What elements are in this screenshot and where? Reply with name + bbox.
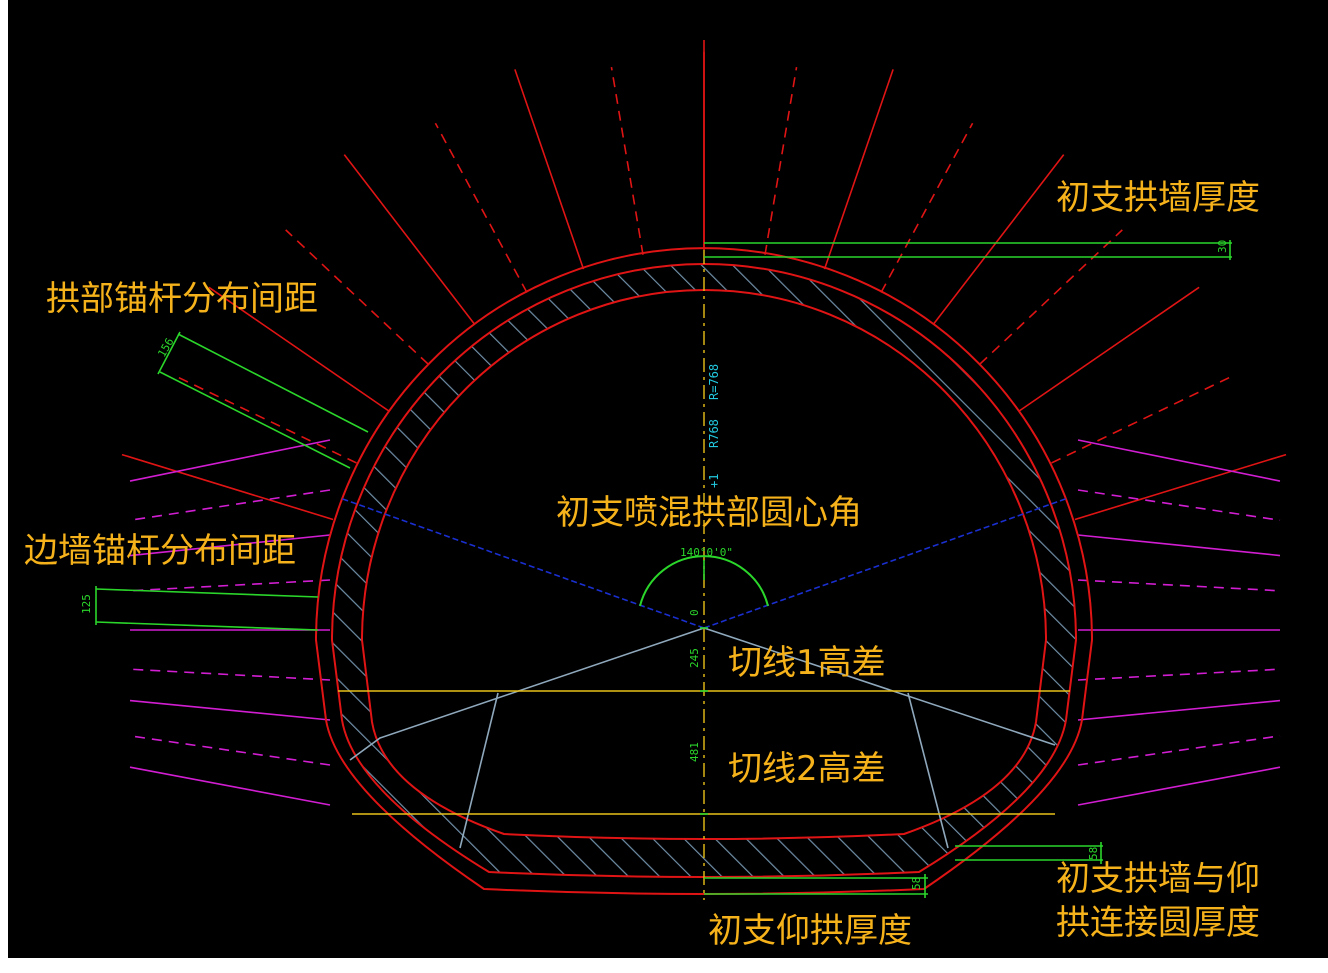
annotation-side-wall-bolt-spacing: 边墙锚杆分布间距 [24,531,296,571]
arch-thickness-dim-text: 30 [1216,240,1229,253]
crown-angle-dim-text: 140°0'0" [680,546,733,559]
right-wall-bolt [1077,439,1281,482]
right-wall-bolt [1077,534,1281,557]
arch-bolt [434,122,528,293]
arch-bolt [610,67,644,255]
crown-angle-arc [639,555,769,607]
arch-bolt-ext-top [177,333,369,433]
support-inner-line [360,289,1048,840]
crown-small-text: +1 [707,474,721,488]
right-wall-bolt [1077,699,1281,721]
left-tangent-drop [459,692,499,849]
wall-bolt-ext-bottom [95,621,319,631]
invert-thickness-dim-text: 58 [910,877,923,890]
right-tangent-drop [907,692,949,849]
annotation-invert-thickness: 初支仰拱厚度 [708,911,912,951]
right-construction-line [703,627,1056,746]
wall-bolt-spacing-dim-text: 125 [80,594,93,614]
annotation-tangent1-height-diff: 切线1高差 [728,643,886,683]
arch-bolt-dim-line [157,331,181,375]
right-control-line [703,497,1069,629]
arch-bolt [1019,286,1200,412]
dimension-lines [95,240,1232,898]
crown-radius-text: R=768 [707,364,721,400]
left-wall-bolt [129,766,331,806]
annotation-arch-wall-thickness: 初支拱墙厚度 [1056,178,1260,218]
crown-radius-text-2: R768 [707,419,721,448]
arch-bolt [208,286,389,412]
arch-bolt [932,154,1065,325]
cad-viewport-background [8,0,1328,958]
center-offset-dim-text: 0 [688,609,701,616]
left-wall-bolt [129,699,331,721]
arch-bolt [1074,453,1287,521]
connection-thickness-dim-text: 58 [1087,847,1100,860]
right-wall-bolt [1077,766,1281,806]
tangent2-dim-text: 481 [688,742,701,762]
tangent1-dim-text: 245 [688,648,701,668]
arch-bolt-ext-bottom [159,371,351,469]
excavation-outer-line [314,247,1094,895]
annotation-connection-thickness-line2: 拱连接圆厚度 [1056,903,1260,943]
annotation-arch-bolt-spacing: 拱部锚杆分布间距 [46,279,318,319]
left-wall-bolt [129,439,331,482]
annotation-connection-thickness-line1: 初支拱墙与仰 [1056,859,1260,899]
right-wall-bolt [1077,489,1281,522]
support-outer-line [330,263,1078,878]
arch-bolt [764,67,798,255]
left-control-line [339,497,705,629]
right-wall-bolt [1077,735,1281,766]
left-construction-line [349,627,705,761]
arch-bolt [880,122,974,293]
arch-bolt [343,154,476,325]
arch-bolt [823,69,894,270]
annotation-crown-central-angle: 初支喷混拱部圆心角 [556,493,862,533]
annotation-tangent2-height-diff: 切线2高差 [728,749,886,789]
arch-bolt [121,453,334,521]
arch-bolt [514,69,585,270]
left-wall-bolt [129,534,331,557]
wall-bolt-ext-top [95,588,319,598]
